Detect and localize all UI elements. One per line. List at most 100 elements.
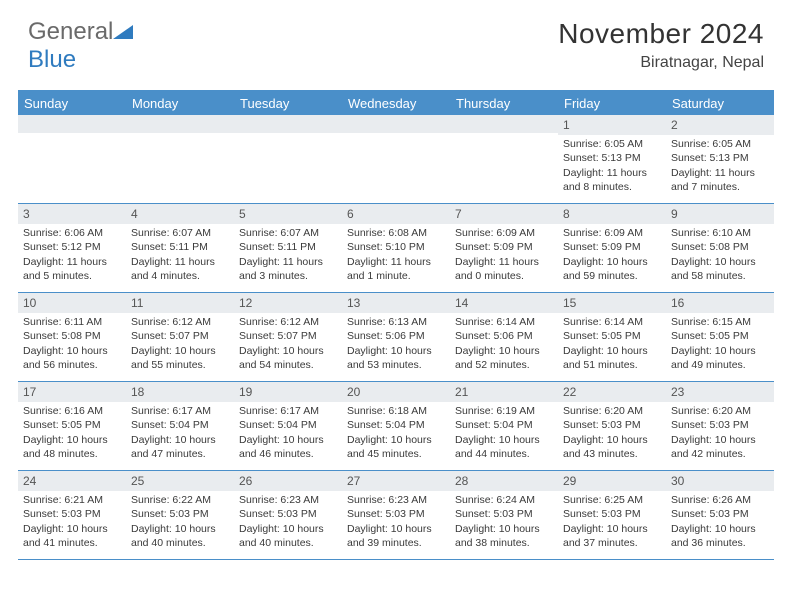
- sunset-text: Sunset: 5:07 PM: [239, 329, 337, 343]
- day-cell: 18Sunrise: 6:17 AMSunset: 5:04 PMDayligh…: [126, 382, 234, 470]
- day-body: Sunrise: 6:08 AMSunset: 5:10 PMDaylight:…: [342, 224, 450, 287]
- sunrise-text: Sunrise: 6:18 AM: [347, 404, 445, 418]
- daylight-text: Daylight: 10 hours and 47 minutes.: [131, 433, 229, 461]
- sunrise-text: Sunrise: 6:05 AM: [563, 137, 661, 151]
- empty-cell: [18, 115, 126, 203]
- day-body: Sunrise: 6:09 AMSunset: 5:09 PMDaylight:…: [450, 224, 558, 287]
- day-cell: 20Sunrise: 6:18 AMSunset: 5:04 PMDayligh…: [342, 382, 450, 470]
- day-body: Sunrise: 6:21 AMSunset: 5:03 PMDaylight:…: [18, 491, 126, 554]
- day-number: 3: [18, 204, 126, 224]
- sunrise-text: Sunrise: 6:20 AM: [563, 404, 661, 418]
- day-cell: 27Sunrise: 6:23 AMSunset: 5:03 PMDayligh…: [342, 471, 450, 559]
- day-body: Sunrise: 6:05 AMSunset: 5:13 PMDaylight:…: [666, 135, 774, 198]
- day-number: [234, 115, 342, 133]
- sunrise-text: Sunrise: 6:09 AM: [455, 226, 553, 240]
- sunset-text: Sunset: 5:09 PM: [455, 240, 553, 254]
- sunrise-text: Sunrise: 6:09 AM: [563, 226, 661, 240]
- day-cell: 8Sunrise: 6:09 AMSunset: 5:09 PMDaylight…: [558, 204, 666, 292]
- day-body: Sunrise: 6:17 AMSunset: 5:04 PMDaylight:…: [234, 402, 342, 465]
- daylight-text: Daylight: 10 hours and 44 minutes.: [455, 433, 553, 461]
- sunset-text: Sunset: 5:03 PM: [239, 507, 337, 521]
- sunrise-text: Sunrise: 6:23 AM: [239, 493, 337, 507]
- sunset-text: Sunset: 5:05 PM: [563, 329, 661, 343]
- sunrise-text: Sunrise: 6:23 AM: [347, 493, 445, 507]
- day-cell: 30Sunrise: 6:26 AMSunset: 5:03 PMDayligh…: [666, 471, 774, 559]
- day-number: 12: [234, 293, 342, 313]
- sunrise-text: Sunrise: 6:25 AM: [563, 493, 661, 507]
- day-body: Sunrise: 6:17 AMSunset: 5:04 PMDaylight:…: [126, 402, 234, 465]
- day-cell: 9Sunrise: 6:10 AMSunset: 5:08 PMDaylight…: [666, 204, 774, 292]
- day-number: 28: [450, 471, 558, 491]
- day-number: 2: [666, 115, 774, 135]
- sunset-text: Sunset: 5:08 PM: [671, 240, 769, 254]
- day-body: Sunrise: 6:14 AMSunset: 5:05 PMDaylight:…: [558, 313, 666, 376]
- logo-text-b: Blue: [28, 46, 76, 73]
- sunset-text: Sunset: 5:07 PM: [131, 329, 229, 343]
- empty-cell: [450, 115, 558, 203]
- day-body: [342, 133, 450, 203]
- daylight-text: Daylight: 10 hours and 49 minutes.: [671, 344, 769, 372]
- week-row: 1Sunrise: 6:05 AMSunset: 5:13 PMDaylight…: [18, 115, 774, 204]
- sunrise-text: Sunrise: 6:11 AM: [23, 315, 121, 329]
- sunrise-text: Sunrise: 6:17 AM: [131, 404, 229, 418]
- day-cell: 14Sunrise: 6:14 AMSunset: 5:06 PMDayligh…: [450, 293, 558, 381]
- day-header: Friday: [558, 92, 666, 115]
- day-body: Sunrise: 6:19 AMSunset: 5:04 PMDaylight:…: [450, 402, 558, 465]
- day-body: Sunrise: 6:12 AMSunset: 5:07 PMDaylight:…: [126, 313, 234, 376]
- sunset-text: Sunset: 5:11 PM: [131, 240, 229, 254]
- day-number: 20: [342, 382, 450, 402]
- day-body: Sunrise: 6:15 AMSunset: 5:05 PMDaylight:…: [666, 313, 774, 376]
- day-number: 11: [126, 293, 234, 313]
- day-number: 21: [450, 382, 558, 402]
- day-cell: 23Sunrise: 6:20 AMSunset: 5:03 PMDayligh…: [666, 382, 774, 470]
- day-cell: 2Sunrise: 6:05 AMSunset: 5:13 PMDaylight…: [666, 115, 774, 203]
- day-header: Sunday: [18, 92, 126, 115]
- day-header: Monday: [126, 92, 234, 115]
- empty-cell: [342, 115, 450, 203]
- day-cell: 29Sunrise: 6:25 AMSunset: 5:03 PMDayligh…: [558, 471, 666, 559]
- sunset-text: Sunset: 5:13 PM: [563, 151, 661, 165]
- day-number: 5: [234, 204, 342, 224]
- daylight-text: Daylight: 11 hours and 7 minutes.: [671, 166, 769, 194]
- day-number: 24: [18, 471, 126, 491]
- day-cell: 26Sunrise: 6:23 AMSunset: 5:03 PMDayligh…: [234, 471, 342, 559]
- sunrise-text: Sunrise: 6:21 AM: [23, 493, 121, 507]
- daylight-text: Daylight: 11 hours and 5 minutes.: [23, 255, 121, 283]
- week-row: 10Sunrise: 6:11 AMSunset: 5:08 PMDayligh…: [18, 293, 774, 382]
- sunset-text: Sunset: 5:03 PM: [455, 507, 553, 521]
- day-header-row: SundayMondayTuesdayWednesdayThursdayFrid…: [18, 92, 774, 115]
- daylight-text: Daylight: 10 hours and 46 minutes.: [239, 433, 337, 461]
- day-cell: 12Sunrise: 6:12 AMSunset: 5:07 PMDayligh…: [234, 293, 342, 381]
- day-number: 26: [234, 471, 342, 491]
- week-row: 17Sunrise: 6:16 AMSunset: 5:05 PMDayligh…: [18, 382, 774, 471]
- day-header: Tuesday: [234, 92, 342, 115]
- sunset-text: Sunset: 5:03 PM: [671, 507, 769, 521]
- sunset-text: Sunset: 5:08 PM: [23, 329, 121, 343]
- day-cell: 13Sunrise: 6:13 AMSunset: 5:06 PMDayligh…: [342, 293, 450, 381]
- daylight-text: Daylight: 10 hours and 58 minutes.: [671, 255, 769, 283]
- sunset-text: Sunset: 5:11 PM: [239, 240, 337, 254]
- sunset-text: Sunset: 5:03 PM: [563, 507, 661, 521]
- day-number: 6: [342, 204, 450, 224]
- daylight-text: Daylight: 10 hours and 37 minutes.: [563, 522, 661, 550]
- daylight-text: Daylight: 10 hours and 56 minutes.: [23, 344, 121, 372]
- daylight-text: Daylight: 10 hours and 48 minutes.: [23, 433, 121, 461]
- sunrise-text: Sunrise: 6:12 AM: [131, 315, 229, 329]
- day-body: Sunrise: 6:18 AMSunset: 5:04 PMDaylight:…: [342, 402, 450, 465]
- daylight-text: Daylight: 10 hours and 53 minutes.: [347, 344, 445, 372]
- day-header: Saturday: [666, 92, 774, 115]
- day-header: Wednesday: [342, 92, 450, 115]
- day-cell: 19Sunrise: 6:17 AMSunset: 5:04 PMDayligh…: [234, 382, 342, 470]
- daylight-text: Daylight: 11 hours and 0 minutes.: [455, 255, 553, 283]
- day-number: 17: [18, 382, 126, 402]
- day-body: Sunrise: 6:05 AMSunset: 5:13 PMDaylight:…: [558, 135, 666, 198]
- daylight-text: Daylight: 11 hours and 3 minutes.: [239, 255, 337, 283]
- sunset-text: Sunset: 5:10 PM: [347, 240, 445, 254]
- day-number: 7: [450, 204, 558, 224]
- day-number: 1: [558, 115, 666, 135]
- day-body: Sunrise: 6:23 AMSunset: 5:03 PMDaylight:…: [234, 491, 342, 554]
- day-body: Sunrise: 6:20 AMSunset: 5:03 PMDaylight:…: [558, 402, 666, 465]
- sunrise-text: Sunrise: 6:14 AM: [455, 315, 553, 329]
- daylight-text: Daylight: 10 hours and 41 minutes.: [23, 522, 121, 550]
- day-body: Sunrise: 6:16 AMSunset: 5:05 PMDaylight:…: [18, 402, 126, 465]
